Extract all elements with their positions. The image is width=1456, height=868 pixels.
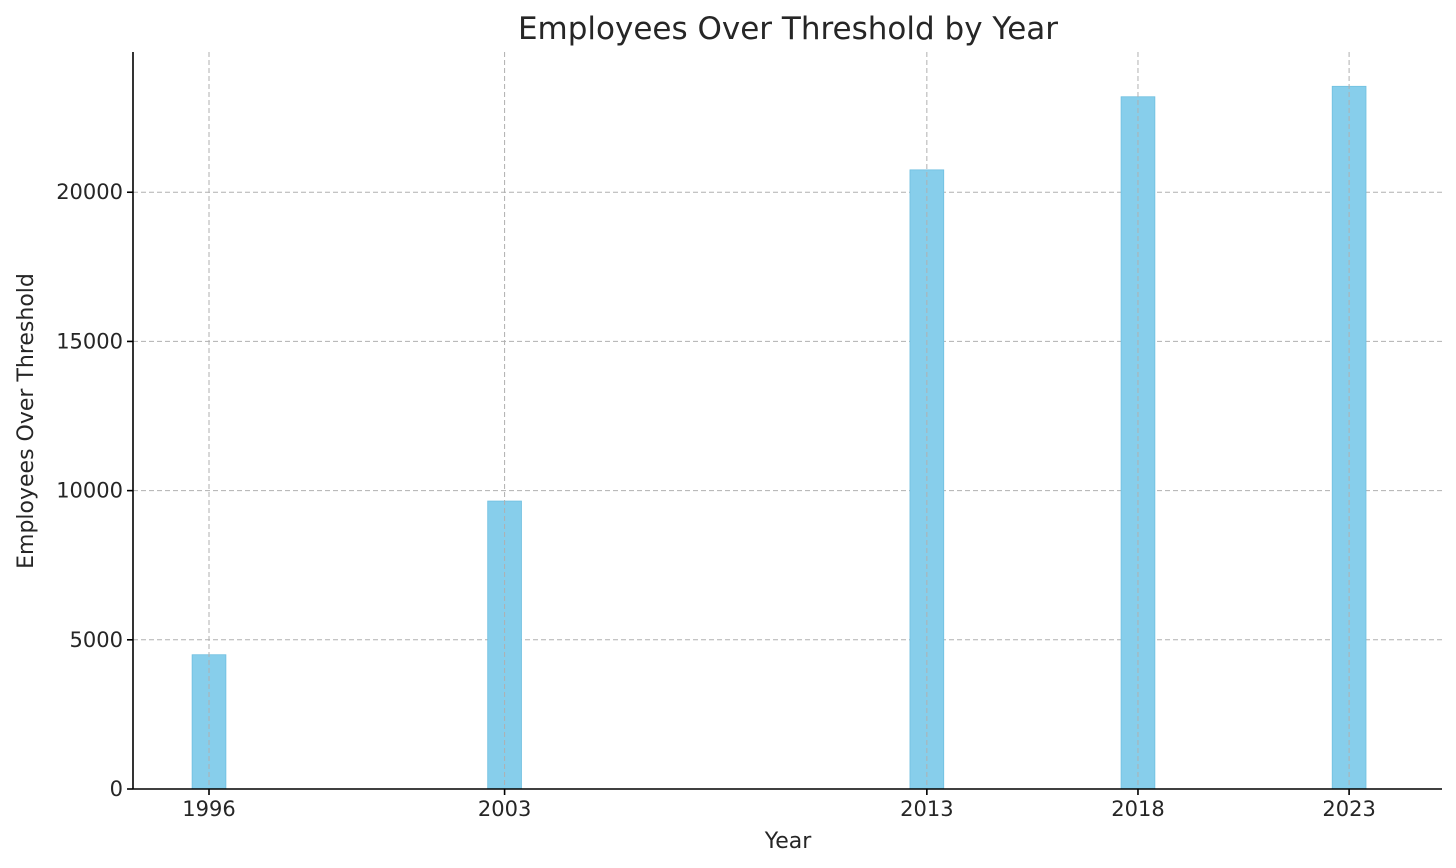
x-tick-label: 2003 bbox=[478, 797, 531, 821]
grid-top-layer bbox=[208, 52, 1350, 789]
x-tick-label: 2018 bbox=[1111, 797, 1164, 821]
y-tick-label: 10000 bbox=[56, 479, 123, 503]
bar-layer bbox=[191, 85, 1367, 790]
x-tick-label: 1996 bbox=[182, 797, 235, 821]
x-tick-label: 2013 bbox=[900, 797, 953, 821]
y-tick-label: 5000 bbox=[70, 628, 123, 652]
x-tick-label: 2023 bbox=[1322, 797, 1375, 821]
grid-layer bbox=[133, 191, 1442, 641]
y-axis-label: Employees Over Threshold bbox=[14, 273, 39, 569]
x-axis-label: Year bbox=[764, 829, 813, 854]
tick-layer: 0 5000 10000 15000 20000 1996 2003 2013 2018 2023 bbox=[56, 180, 1376, 821]
chart-title: Employees Over Threshold by Year bbox=[518, 11, 1058, 47]
y-tick-label: 20000 bbox=[56, 180, 123, 204]
y-tick-label: 0 bbox=[110, 777, 123, 801]
y-tick-label: 15000 bbox=[56, 329, 123, 353]
axis-layer bbox=[132, 52, 1442, 790]
